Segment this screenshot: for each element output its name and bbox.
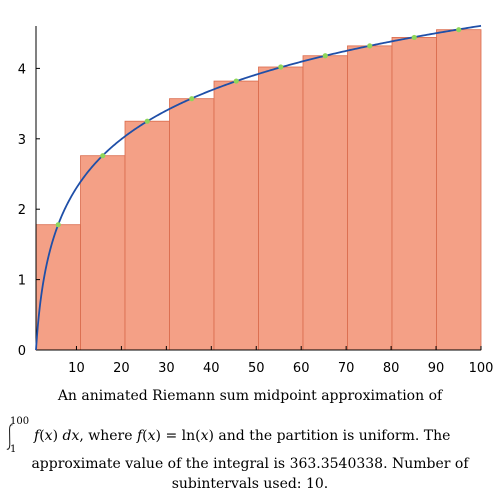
y-tick-label-0: 0 xyxy=(18,344,26,359)
midpoint-marker-3 xyxy=(144,118,150,124)
y-tick-label-3: 3 xyxy=(18,133,26,148)
riemann-bar-8 xyxy=(347,45,393,351)
midpoint-marker-5 xyxy=(233,78,239,84)
midpoint-marker-8 xyxy=(367,43,373,49)
x-tick-label-60: 60 xyxy=(293,361,310,376)
x-tick-label-90: 90 xyxy=(428,361,445,376)
integral-sign-icon xyxy=(6,424,13,450)
riemann-bar-1 xyxy=(35,224,81,351)
midpoint-marker-9 xyxy=(411,34,417,41)
y-tick-label-4: 4 xyxy=(18,62,26,77)
caption-line-4: subintervals used: 10. xyxy=(171,476,329,492)
caption-line-3: approximate value of the integral is 363… xyxy=(31,456,469,472)
tick-labels: 10 20 30 40 50 60 70 80 90 100 0 1 2 3 4 xyxy=(18,62,494,376)
midpoint-marker-4 xyxy=(189,96,195,102)
y-tick-label-2: 2 xyxy=(18,203,26,218)
x-tick-label-20: 20 xyxy=(113,361,130,376)
integral-lower-limit: 1 xyxy=(10,444,17,455)
caption: An animated Riemann sum midpoint approxi… xyxy=(0,386,500,494)
x-tick-label-40: 40 xyxy=(203,361,220,376)
x-tick-label-50: 50 xyxy=(248,361,265,376)
x-tick-label-100: 100 xyxy=(469,361,494,376)
midpoint-marker-7 xyxy=(322,53,328,59)
x-tick-label-80: 80 xyxy=(383,361,400,376)
midpoint-marker-1 xyxy=(55,222,61,228)
riemann-bar-5 xyxy=(213,80,259,351)
caption-integral-line: 100 1 f(x) dx, where f(x) = ln(x) and th… xyxy=(0,406,500,455)
x-tick-label-70: 70 xyxy=(338,361,355,376)
y-tick-label-1: 1 xyxy=(18,274,26,289)
midpoint-markers xyxy=(55,27,462,228)
riemann-sum-chart: 10 20 30 40 50 60 70 80 90 100 0 1 2 3 4 xyxy=(18,24,494,376)
x-tick-label-10: 10 xyxy=(68,361,85,376)
riemann-bar-4 xyxy=(169,98,215,351)
midpoint-marker-2 xyxy=(100,153,106,159)
integral-upper-limit: 100 xyxy=(10,416,30,427)
axes xyxy=(35,26,482,351)
x-tick-label-30: 30 xyxy=(158,361,175,376)
riemann-bar-9 xyxy=(391,37,437,351)
riemann-bar-6 xyxy=(258,66,304,351)
midpoint-marker-6 xyxy=(278,64,284,70)
caption-line-1: An animated Riemann sum midpoint approxi… xyxy=(57,388,443,404)
riemann-bar-3 xyxy=(124,120,170,351)
riemann-bar-10 xyxy=(436,29,482,351)
caption-line-2: f(x) dx, where f(x) = ln(x) and the part… xyxy=(34,428,451,444)
midpoint-marker-10 xyxy=(456,27,462,33)
riemann-bars xyxy=(35,29,482,351)
riemann-bar-2 xyxy=(80,155,126,351)
riemann-bar-7 xyxy=(302,55,348,351)
